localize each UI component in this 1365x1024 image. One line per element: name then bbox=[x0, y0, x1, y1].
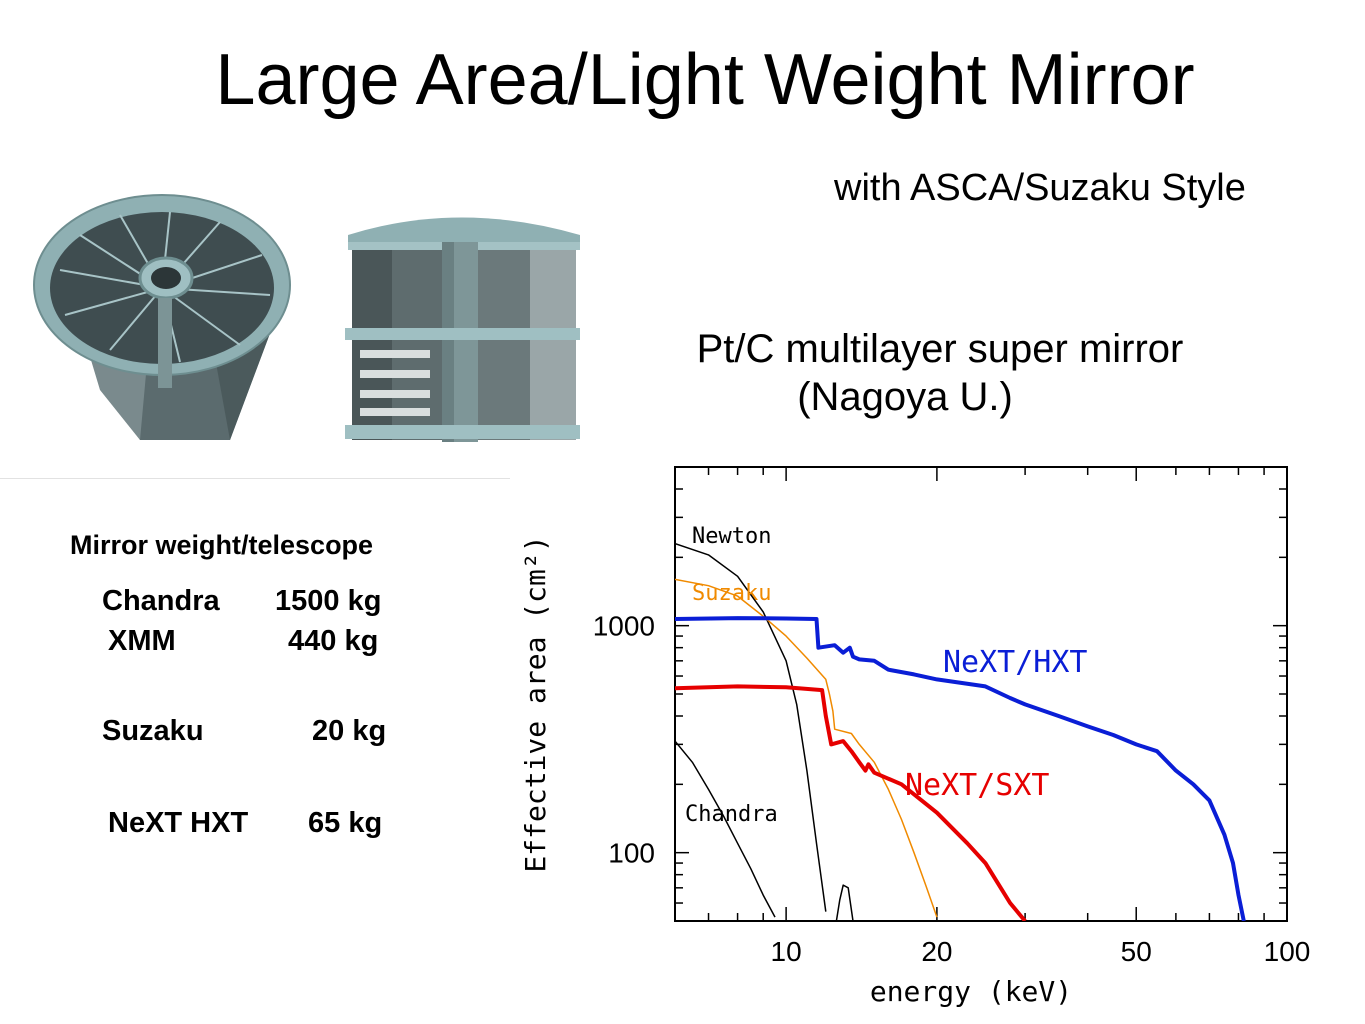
slide-subtitle: with ASCA/Suzaku Style bbox=[834, 167, 1246, 209]
y-tick-label: 100 bbox=[608, 838, 655, 869]
mirror-cutaway-image bbox=[345, 217, 580, 442]
series-annotation: NeXT/HXT bbox=[943, 645, 1088, 680]
series-annotation: Suzaku bbox=[692, 581, 771, 606]
weight-value: 440 kg bbox=[288, 625, 379, 657]
slide-title: Large Area/Light Weight Mirror bbox=[215, 40, 1195, 120]
weight-name: Chandra bbox=[102, 585, 220, 617]
weight-name: NeXT HXT bbox=[108, 807, 249, 839]
x-tick-label: 20 bbox=[921, 936, 952, 967]
series-line-newton-dip bbox=[835, 884, 854, 921]
series-annotation: Chandra bbox=[685, 802, 778, 827]
series-line-suzaku bbox=[675, 578, 938, 918]
weight-name: Suzaku bbox=[102, 715, 204, 747]
x-tick-label: 100 bbox=[1264, 936, 1311, 967]
series-line-next-sxt bbox=[675, 684, 1027, 921]
weight-value: 1500 kg bbox=[275, 585, 382, 617]
mirror-perspective-image bbox=[33, 194, 291, 440]
series-line-next-hxt bbox=[675, 616, 1246, 921]
effective-area-chart: 10 20 50 100 100 1000 energy (keV) Effective ar… bbox=[519, 466, 1311, 1008]
series-line-chandra bbox=[675, 740, 776, 918]
y-tick-label: 1000 bbox=[593, 611, 655, 642]
weight-value: 65 kg bbox=[308, 807, 383, 839]
y-axis-label: Effective area (cm²) bbox=[519, 535, 552, 872]
x-tick-label: 10 bbox=[771, 936, 802, 967]
x-axis-label: energy (keV) bbox=[870, 975, 1072, 1008]
weight-value: 20 kg bbox=[312, 715, 387, 747]
mirror-label-line2: (Nagoya U.) bbox=[797, 375, 1013, 419]
x-tick-label: 50 bbox=[1121, 936, 1152, 967]
series-annotation: Newton bbox=[692, 524, 771, 549]
divider-line bbox=[0, 478, 510, 479]
series-line-newton bbox=[675, 542, 827, 912]
weights-title: Mirror weight/telescope bbox=[70, 530, 374, 560]
mirror-label: Pt/C multilayer super mirror (Nagoya U.) bbox=[640, 325, 1240, 421]
series-annotation: NeXT/SXT bbox=[905, 768, 1050, 803]
weight-name: XMM bbox=[108, 625, 176, 657]
mirror-illustrations bbox=[33, 194, 580, 442]
mirror-label-line1: Pt/C multilayer super mirror bbox=[696, 327, 1184, 371]
